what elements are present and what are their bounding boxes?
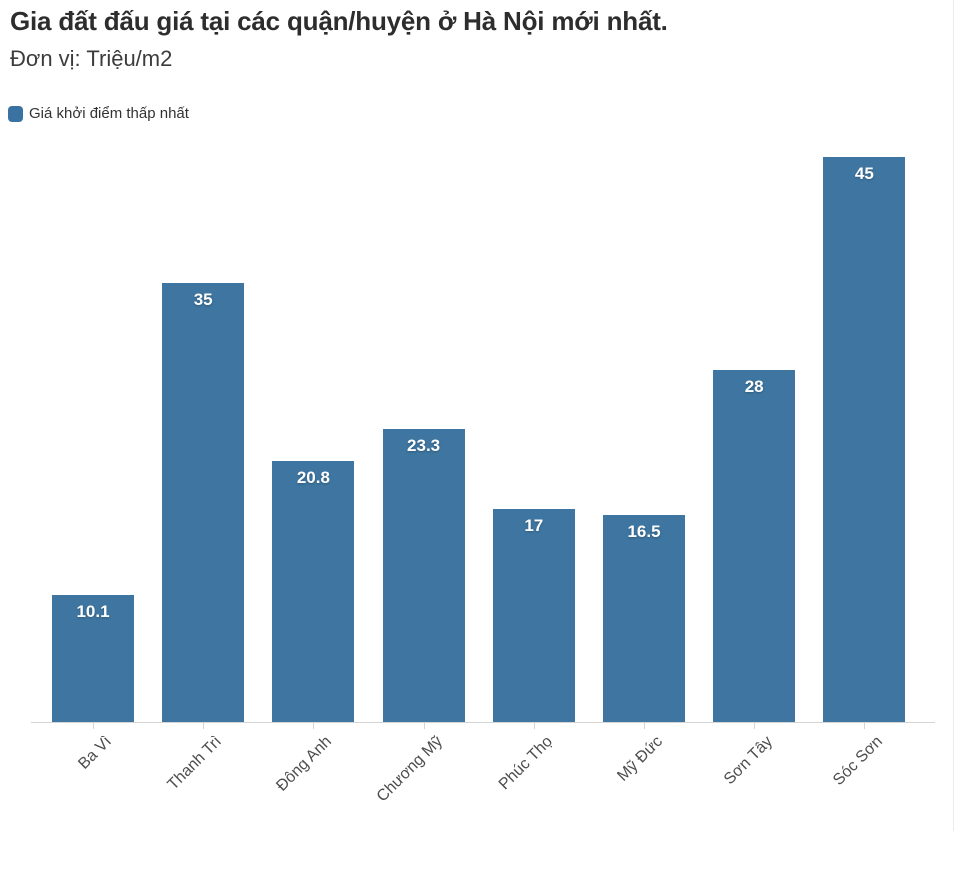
bar-1[interactable]: 35: [162, 282, 245, 722]
bar-value-label: 35: [193, 289, 213, 309]
bar-value-label: 20.8: [296, 467, 330, 487]
x-axis-line: [31, 722, 935, 723]
legend-swatch-icon: [8, 105, 23, 122]
x-axis-tick: [754, 722, 756, 729]
bar-value-label: 10.1: [76, 602, 110, 622]
bar-value-label: 16.5: [627, 521, 661, 541]
bar-value-label: 45: [854, 164, 874, 183]
bar-2[interactable]: 20.8: [272, 460, 355, 722]
bar-3[interactable]: 23.3: [382, 429, 465, 722]
bar-7[interactable]: 45: [823, 157, 906, 722]
bar-value-label: 28: [744, 377, 764, 397]
chart-page: Gia đất đấu giá tại các quận/huyện ở Hà …: [8, 0, 954, 831]
plot-area: 10.1 Ba Vì 35 Thanh Trì 20.8 Đông Anh 23.3 Chươ…: [31, 157, 935, 805]
chart-subtitle: Đơn vị: Triệu/m2: [10, 46, 173, 71]
bar-6[interactable]: 28: [713, 370, 796, 722]
bar-0[interactable]: 10.1: [52, 595, 134, 722]
bar-value-label: 23.3: [407, 436, 441, 456]
x-axis-tick: [533, 722, 535, 729]
x-axis-tick: [864, 722, 866, 729]
x-axis-tick: [644, 722, 645, 729]
chart-title: Gia đất đấu giá tại các quận/huyện ở Hà …: [10, 6, 668, 36]
bar-value-label: 17: [524, 515, 544, 535]
legend-label: Giá khởi điểm thấp nhất: [29, 105, 189, 122]
x-axis-tick: [203, 722, 205, 729]
bar-5[interactable]: 16.5: [603, 514, 685, 722]
x-axis-tick: [313, 722, 315, 729]
legend-item[interactable]: Giá khởi điểm thấp nhất: [8, 105, 189, 122]
x-axis-tick: [93, 722, 94, 729]
x-axis-tick: [423, 722, 425, 729]
bar-4[interactable]: 17: [492, 508, 575, 722]
